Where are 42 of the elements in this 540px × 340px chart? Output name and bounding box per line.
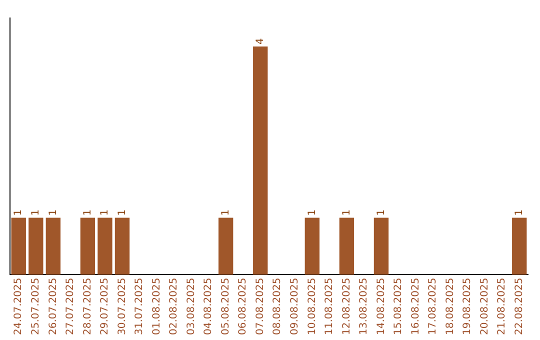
x-tick-label: 30.07.2025 [116,278,128,336]
x-tick-label: 19.08.2025 [462,278,474,336]
x-tick-label: 04.08.2025 [203,278,214,336]
x-tick-label: 05.08.2025 [220,278,232,336]
x-tick-label: 27.07.2025 [65,278,76,336]
x-tick-label: 07.08.2025 [254,278,266,336]
x-tick-label: 02.08.2025 [168,278,180,336]
x-tick-label: 13.08.2025 [358,278,370,336]
x-tick-label: 08.08.2025 [272,278,284,336]
x-tick-label: 03.08.2025 [186,278,197,336]
x-tick-label: 15.08.2025 [393,278,404,336]
data-label: 1 [220,209,232,216]
data-label: 1 [82,209,94,216]
data-label: 1 [514,209,525,216]
x-tick-label: 28.07.2025 [82,278,94,336]
x-tick-label: 31.07.2025 [134,278,146,336]
data-label: 1 [376,209,387,216]
data-label: 1 [30,209,42,216]
x-tick-label: 16.08.2025 [410,278,422,336]
data-label: 1 [13,209,24,216]
data-label: 1 [341,209,352,216]
x-tick-label: 10.08.2025 [306,278,318,336]
x-tick-label: 17.08.2025 [428,278,439,336]
x-tick-label: 01.08.2025 [151,278,162,336]
data-label: 1 [306,209,318,216]
x-tick-label: 09.08.2025 [289,278,300,336]
x-tick-label: 20.08.2025 [479,278,490,336]
data-label: 1 [48,209,59,216]
x-tick-label: 21.08.2025 [496,278,508,336]
x-tick-label: 25.07.2025 [30,278,42,336]
x-tick-label: 12.08.2025 [341,278,352,336]
x-tick-label: 06.08.2025 [238,278,249,336]
x-tick-label: 29.07.2025 [100,278,111,336]
x-tick-label: 11.08.2025 [324,278,336,336]
x-tick-label: 24.07.2025 [13,278,24,336]
x-tick-label: 18.08.2025 [444,278,456,336]
x-tick-label: 26.07.2025 [48,278,59,336]
data-label: 1 [116,209,128,216]
x-tick-label: 22.08.2025 [514,278,525,336]
data-label: 1 [100,209,111,216]
data-label: 4 [254,38,266,45]
x-tick-label: 14.08.2025 [376,278,387,336]
